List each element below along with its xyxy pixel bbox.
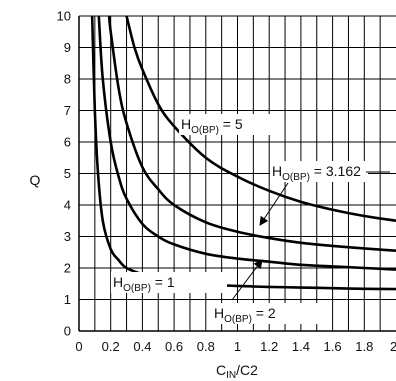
y-tick-label: 1 [64, 292, 71, 307]
x-tick-label: 0.8 [197, 339, 215, 354]
x-axis-title: CIN/C2 [216, 362, 258, 381]
y-tick-label: 9 [64, 40, 71, 55]
x-tick-label: 2 [390, 339, 396, 354]
x-tick-label: 1.8 [355, 339, 373, 354]
y-axis-title: Q [30, 172, 41, 188]
x-tick-label: 0.4 [133, 339, 151, 354]
curve-label-h2: HO(BP) = 2 [214, 305, 276, 325]
y-tick-label: 8 [64, 72, 71, 87]
arrow-h3 [259, 182, 289, 226]
x-tick-label: 1 [234, 339, 241, 354]
chart-curves [90, 16, 396, 291]
x-tick-label: 1.4 [292, 339, 310, 354]
curve-label-background [212, 303, 324, 324]
y-tick-label: 5 [64, 166, 71, 181]
y-tick-label: 6 [64, 135, 71, 150]
series-line-4 [125, 16, 396, 223]
x-tick-label: 1.2 [260, 339, 278, 354]
x-tick-label: 0.2 [102, 339, 120, 354]
chart-frame [78, 15, 396, 332]
arrow-h2 [231, 259, 263, 301]
x-tick-label: 0 [75, 339, 82, 354]
y-tick-label: 3 [64, 229, 71, 244]
series-line-2 [97, 16, 396, 271]
series-line-3 [107, 16, 396, 252]
x-tick-label: 1.6 [324, 339, 342, 354]
curve-label-h5: HO(BP) = 5 [181, 116, 243, 136]
chart-ticks: 0 1 2 3 4 5 6 7 8 9 10 0 0.2 0.4 0.6 0.8 1 1.2 1.4 1.6 1.8 2 [57, 9, 396, 355]
chart-axis-titles: Q CIN/C2 [30, 172, 259, 381]
x-tick-label: 0.6 [165, 339, 183, 354]
chart-curve-labels: HO(BP) = 1 HO(BP) = 2 HO(BP) = 3.162 HO(BP)… [111, 114, 390, 325]
curve-label-background [111, 272, 227, 293]
y-tick-label: 4 [64, 198, 71, 213]
y-tick-label: 0 [64, 324, 71, 339]
y-tick-label: 2 [64, 261, 71, 276]
y-tick-label: 7 [64, 103, 71, 118]
curve-label-h3: HO(BP) = 3.162 [272, 163, 361, 183]
y-tick-label: 10 [57, 9, 71, 24]
curve-label-background [270, 161, 368, 182]
curve-label-background [179, 114, 277, 135]
curve-label-h1: HO(BP) = 1 [113, 274, 175, 294]
